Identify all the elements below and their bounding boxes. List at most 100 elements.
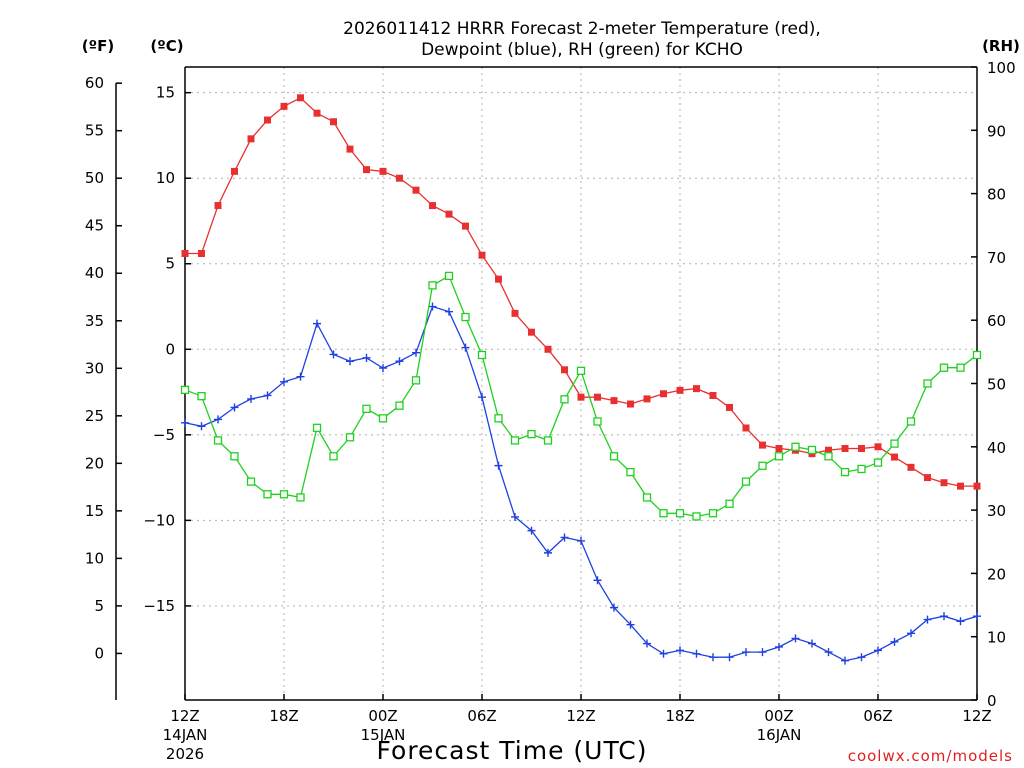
rh-tick-label-5: 50 [987, 376, 1006, 394]
temperature-point-30 [676, 386, 684, 394]
dewpoint-point-17 [461, 343, 470, 352]
rh-tick-label-4: 60 [987, 312, 1006, 330]
rh-point-41 [857, 464, 866, 474]
time-tick-sublabel-6-0: 16JAN [757, 726, 802, 744]
dewpoint-point-38 [808, 639, 816, 648]
time-tick-label-2: 00Z [368, 707, 397, 725]
temperature-point-32 [709, 391, 717, 399]
fahrenheit-tick-label-8: 20 [85, 454, 104, 472]
temperature-point-19 [495, 275, 502, 283]
dewpoint-point-24 [577, 536, 585, 545]
temperature-point-41 [858, 445, 865, 453]
dewpoint-point-0 [181, 418, 189, 427]
temperature-point-9 [330, 118, 337, 126]
dewpoint-point-20 [511, 512, 519, 521]
dewpoint-point-1 [197, 422, 206, 431]
dewpoint-point-8 [313, 319, 321, 328]
fahrenheit-tick-label-10: 10 [85, 549, 104, 567]
temperature-point-2 [214, 202, 222, 210]
time-tick-label-1: 18Z [269, 707, 298, 725]
rh-point-39 [824, 452, 833, 461]
dewpoint-point-5 [263, 391, 272, 400]
dewpoint-point-27 [626, 620, 635, 629]
rh-point-13 [395, 401, 404, 410]
rh-point-8 [312, 423, 322, 432]
fahrenheit-tick-label-11: 5 [94, 597, 104, 615]
rh-point-21 [527, 429, 536, 439]
dewpoint-point-13 [395, 357, 404, 366]
rh-point-19 [494, 414, 503, 423]
temperature-point-31 [693, 385, 700, 393]
fahrenheit-tick-label-0: 60 [85, 74, 104, 92]
time-tick-label-3: 06Z [467, 707, 496, 725]
dewpoint-point-23 [560, 533, 569, 542]
grid [185, 67, 977, 700]
temperature-point-8 [313, 109, 321, 117]
temperature-point-23 [561, 366, 568, 374]
temperature-point-26 [610, 397, 618, 405]
temperature-point-22 [544, 345, 552, 353]
dewpoint-point-35 [758, 648, 767, 657]
temperature-point-28 [643, 395, 651, 403]
dewpoint-point-22 [544, 548, 552, 557]
rh-point-3 [230, 452, 239, 461]
dewpoint-point-42 [874, 646, 882, 655]
time-tick-sublabel-0-0: 14JAN [163, 726, 208, 744]
time-tick-sublabel-0-1: 2026 [166, 745, 204, 763]
temperature-point-10 [346, 145, 354, 153]
dewpoint-point-30 [676, 646, 684, 655]
fahrenheit-tick-label-3: 45 [85, 217, 104, 235]
temperature-point-6 [280, 102, 288, 110]
temperature-point-43 [891, 453, 898, 461]
dewpoint-point-2 [214, 415, 222, 424]
temperature-point-35 [759, 441, 766, 449]
fahrenheit-tick-label-5: 35 [85, 312, 104, 330]
temperature-point-45 [924, 474, 931, 482]
dewpoint-point-26 [610, 603, 618, 612]
dewpoint-point-16 [445, 307, 453, 316]
dewpoint-point-11 [362, 353, 371, 362]
dewpoint-point-12 [379, 364, 387, 373]
dewpoint-point-15 [428, 302, 437, 311]
temperature-point-0 [181, 249, 189, 257]
dewpoint-point-48 [973, 612, 981, 621]
rh-point-27 [626, 467, 635, 477]
dewpoint-point-6 [280, 377, 288, 386]
rh-point-14 [411, 376, 421, 385]
rh-tick-label-1: 90 [987, 122, 1006, 140]
rh-point-10 [345, 433, 355, 442]
dewpoint-point-40 [841, 656, 849, 665]
dewpoint-point-31 [692, 649, 701, 658]
dewpoint-point-21 [527, 526, 536, 535]
credit-label: coolwx.com/models [848, 747, 1013, 765]
dewpoint-point-44 [907, 629, 915, 638]
rh-point-45 [923, 379, 932, 388]
dewpoint-point-46 [940, 612, 948, 621]
chart-title-line-2: Dewpoint (blue), RH (green) for KCHO [421, 40, 743, 60]
celsius-tick-label-5: −10 [143, 511, 175, 529]
temperature-point-34 [742, 424, 750, 432]
celsius-tick-label-3: 0 [165, 340, 175, 358]
rh-point-38 [807, 445, 817, 455]
temperature-point-36 [775, 445, 783, 453]
rh-point-16 [444, 271, 454, 281]
rh-point-17 [461, 312, 470, 322]
temperature-point-42 [874, 443, 882, 451]
temperature-point-21 [528, 328, 535, 336]
dewpoint-point-19 [494, 461, 503, 470]
dewpoint-point-28 [643, 639, 651, 648]
time-tick-label-5: 18Z [665, 707, 694, 725]
dewpoint-point-37 [791, 634, 800, 643]
rh-point-43 [890, 439, 899, 448]
temperature-point-47 [957, 482, 964, 490]
dewpoint-point-3 [230, 403, 239, 412]
temperature-point-25 [594, 393, 601, 401]
rh-point-34 [741, 477, 751, 486]
temperature-point-5 [264, 116, 271, 124]
dewpoint-point-41 [857, 653, 866, 662]
celsius-tick-label-2: 5 [165, 255, 175, 273]
axes [115, 66, 978, 701]
rh-point-32 [708, 509, 718, 518]
rh-point-35 [758, 461, 767, 470]
dewpoint-point-34 [742, 648, 750, 657]
